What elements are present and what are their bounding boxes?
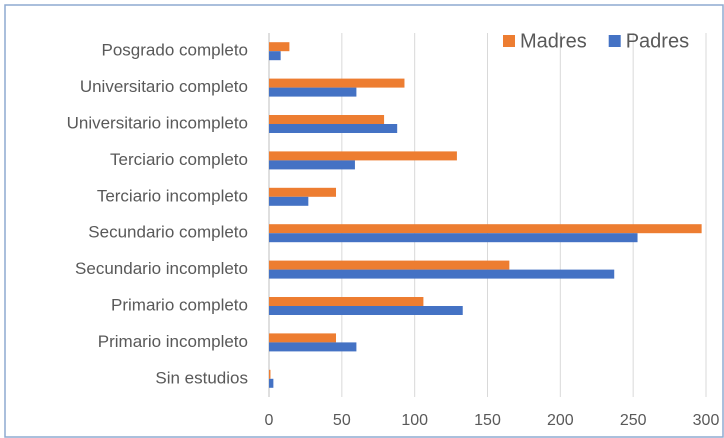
y-tick-label: Primario incompleto (98, 332, 248, 351)
legend-swatch (503, 35, 515, 47)
x-tick-label: 100 (401, 412, 428, 429)
bar (269, 378, 274, 388)
bar (269, 187, 337, 197)
y-tick-label: Universitario incompleto (67, 113, 248, 132)
bar (269, 342, 357, 352)
bar (269, 369, 271, 379)
bar (269, 124, 398, 133)
bar (269, 160, 355, 170)
x-tick-label: 150 (474, 412, 501, 429)
x-tick-label: 300 (693, 412, 720, 429)
y-tick-label: Universitario completo (80, 77, 248, 96)
bar (269, 269, 615, 279)
x-tick-label: 50 (333, 412, 351, 429)
y-tick-label: Primario completo (111, 295, 248, 314)
legend-swatch (608, 35, 621, 47)
x-tick-label: 0 (265, 412, 274, 429)
bar (269, 306, 463, 315)
y-tick-label: Sin estudios (155, 368, 248, 387)
bar (269, 115, 385, 124)
legend-label: Madres (520, 30, 587, 52)
y-tick-label: Secundario incompleto (75, 259, 248, 278)
y-tick-label: Posgrado completo (102, 41, 248, 60)
bar (269, 42, 290, 52)
bar (269, 224, 702, 234)
y-tick-label: Terciario completo (110, 150, 248, 169)
x-tick-label: 200 (547, 412, 574, 429)
chart-frame (4, 4, 724, 438)
bar (269, 78, 405, 88)
bar (269, 333, 337, 343)
bar (269, 51, 281, 61)
bar (269, 151, 457, 161)
bar (269, 260, 510, 270)
x-tick-label: 250 (620, 412, 647, 429)
y-tick-label: Secundario completo (88, 223, 248, 242)
bar (269, 87, 357, 97)
bar (269, 297, 424, 306)
legend-label: Padres (626, 30, 689, 52)
bar (269, 196, 309, 206)
bar (269, 233, 638, 243)
y-tick-label: Terciario incompleto (97, 186, 248, 205)
